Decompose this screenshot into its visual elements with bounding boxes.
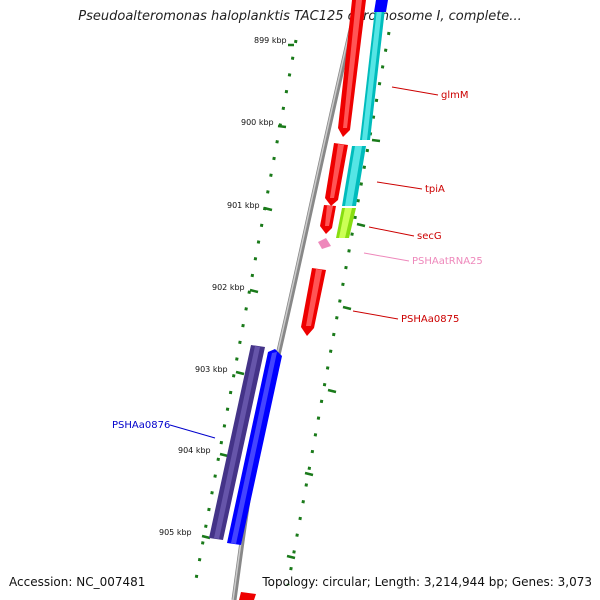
tick-label-904: 904 kbp: [178, 446, 211, 455]
tick-label-899: 899 kbp: [254, 36, 287, 45]
accession-label: Accession: NC_007481: [9, 575, 146, 589]
gene-label-tpiA[interactable]: tpiA: [425, 184, 445, 195]
major-tick: [235, 370, 245, 376]
gene-track-cyan[interactable]: [336, 0, 386, 238]
major-tick: [371, 138, 381, 143]
tick-labels: 899 kbp 900 kbp 901 kbp 902 kbp 903 kbp …: [159, 36, 287, 537]
major-ticks: [201, 43, 381, 560]
gene-label-glmM[interactable]: glmM: [441, 90, 469, 101]
major-tick: [277, 124, 287, 129]
gene-track-blue[interactable]: [209, 345, 282, 545]
major-tick: [201, 534, 211, 540]
gene-bar-bottom-red[interactable]: [239, 592, 256, 600]
tick-track-outer: [286, 31, 391, 586]
major-tick: [286, 554, 296, 560]
gene-bar-top-blue[interactable]: [374, 0, 388, 12]
gene-label-secG[interactable]: secG: [417, 231, 442, 242]
major-tick: [327, 388, 337, 394]
gene-label-PSHAa0876[interactable]: PSHAa0876: [112, 420, 170, 431]
gene-bar-trna[interactable]: [318, 238, 331, 249]
tick-label-901: 901 kbp: [227, 201, 260, 210]
tick-label-902: 902 kbp: [212, 283, 245, 292]
label-leader-lines: [169, 86, 439, 439]
tick-label-900: 900 kbp: [241, 118, 274, 127]
tick-label-905: 905 kbp: [159, 528, 192, 537]
gene-labels[interactable]: glmM tpiA secG PSHAatRNA25 PSHAa0875 PSH…: [112, 90, 483, 431]
major-tick: [263, 206, 273, 212]
major-tick: [249, 288, 259, 294]
topology-stats: Topology: circular; Length: 3,214,944 bp…: [262, 575, 592, 589]
major-tick: [219, 452, 229, 458]
gene-label-PSHAa0875[interactable]: PSHAa0875: [401, 314, 459, 325]
gene-label-trna[interactable]: PSHAatRNA25: [412, 256, 483, 267]
major-tick: [342, 305, 352, 311]
tick-label-903: 903 kbp: [195, 365, 228, 374]
major-tick: [304, 471, 314, 477]
map-title: Pseudoalteromonas haloplanktis TAC125 ch…: [78, 9, 522, 24]
gene-track-red[interactable]: [239, 0, 366, 600]
major-tick: [356, 222, 366, 228]
